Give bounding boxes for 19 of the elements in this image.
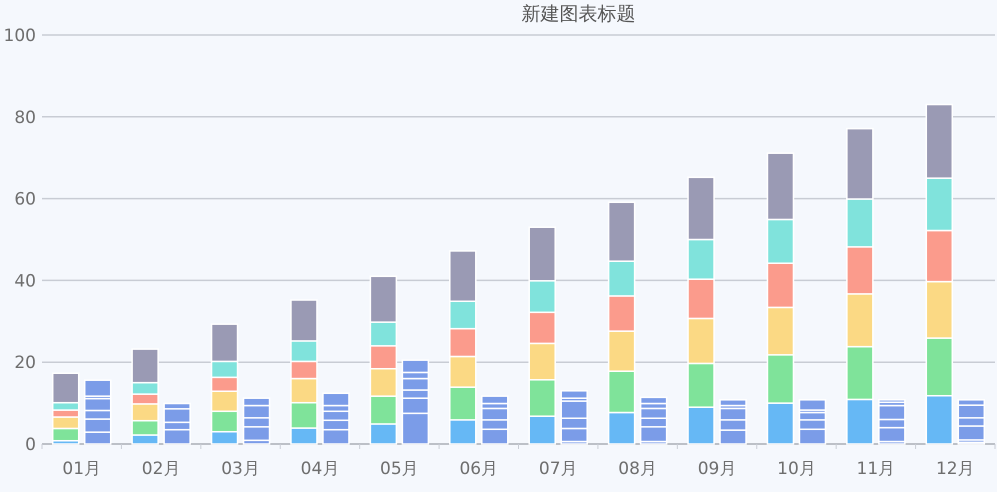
x-tick-label: 12月: [936, 459, 975, 479]
x-tick-label: 05月: [380, 459, 419, 479]
y-tick-label: 100: [4, 26, 36, 46]
x-tick-label: 04月: [300, 459, 340, 479]
x-tick-label: 10月: [777, 459, 816, 479]
x-tick-label: 09月: [698, 459, 736, 479]
y-tick-label: 40: [14, 271, 36, 292]
y-tick-label: 0: [25, 435, 36, 455]
y-tick-label: 20: [14, 353, 36, 374]
y-tick-label: 60: [14, 190, 36, 210]
chart-title: 新建图表标题: [522, 3, 636, 25]
x-tick-label: 11月: [856, 459, 896, 479]
y-tick-label: 80: [14, 108, 36, 128]
x-tick-label: 08月: [618, 459, 657, 479]
x-tick-label: 02月: [142, 459, 180, 479]
x-tick-label: 01月: [62, 459, 102, 479]
x-tick-label: 07月: [538, 459, 578, 479]
x-tick-label: 06月: [459, 459, 498, 479]
x-tick-label: 03月: [221, 459, 260, 479]
